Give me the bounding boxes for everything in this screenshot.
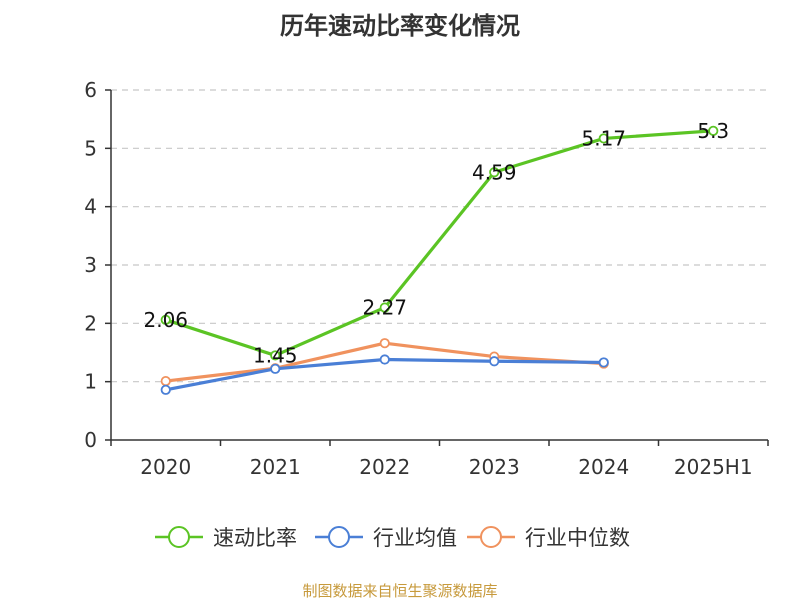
data-point [160,314,171,325]
data-point [598,133,609,144]
legend-item[interactable]: 速动比率 [155,526,297,550]
y-tick-label: 4 [84,195,97,219]
chart-title: 历年速动比率变化情况 [280,12,520,40]
y-tick-label: 6 [84,78,97,102]
y-tick-label: 0 [84,428,97,452]
data-point [489,356,500,367]
data-point [270,350,281,361]
series-line [164,129,715,358]
legend-label: 行业中位数 [525,526,630,550]
x-tick-label: 2021 [250,455,301,479]
y-tick-label: 5 [84,136,97,160]
data-point [489,167,500,178]
series-lines [160,125,719,395]
y-tick-label: 2 [84,311,97,335]
legend-marker [480,526,502,548]
data-label: 5.17 [581,126,626,150]
data-point [708,125,719,136]
data-label: 4.59 [472,160,517,184]
legend-label: 行业均值 [373,526,457,550]
data-label: 5.3 [697,119,729,143]
legend: 速动比率 行业均值 行业中位数 [155,526,630,550]
data-point [379,338,390,349]
y-tick-label: 3 [84,253,97,277]
data-label: 2.06 [143,308,188,332]
axes: 0 1 2 3 4 5 6 2020 2021 2022 2023 2024 2025H1 [84,78,769,479]
y-tick-label: 1 [84,370,97,394]
x-tick-label: 2022 [359,455,410,479]
x-tick-label: 2020 [140,455,191,479]
legend-item[interactable]: 行业中位数 [467,526,630,550]
legend-label: 速动比率 [213,526,297,550]
legend-item[interactable]: 行业均值 [315,526,457,550]
source-note: 制图数据来自恒生聚源数据库 [302,582,497,600]
data-point [379,302,390,313]
data-labels: 2.06 1.45 2.27 4.59 5.17 5.3 [143,119,729,368]
x-tick-label: 2024 [578,455,629,479]
legend-marker [328,526,350,548]
data-point [598,357,609,368]
data-point [160,384,171,395]
x-tick-label: 2025H1 [674,455,753,479]
data-label: 2.27 [362,296,407,320]
data-point [379,354,390,365]
x-tick-label: 2023 [469,455,520,479]
data-label: 1.45 [253,343,298,367]
data-point [160,375,171,387]
legend-marker [168,526,190,548]
data-point [270,363,281,374]
